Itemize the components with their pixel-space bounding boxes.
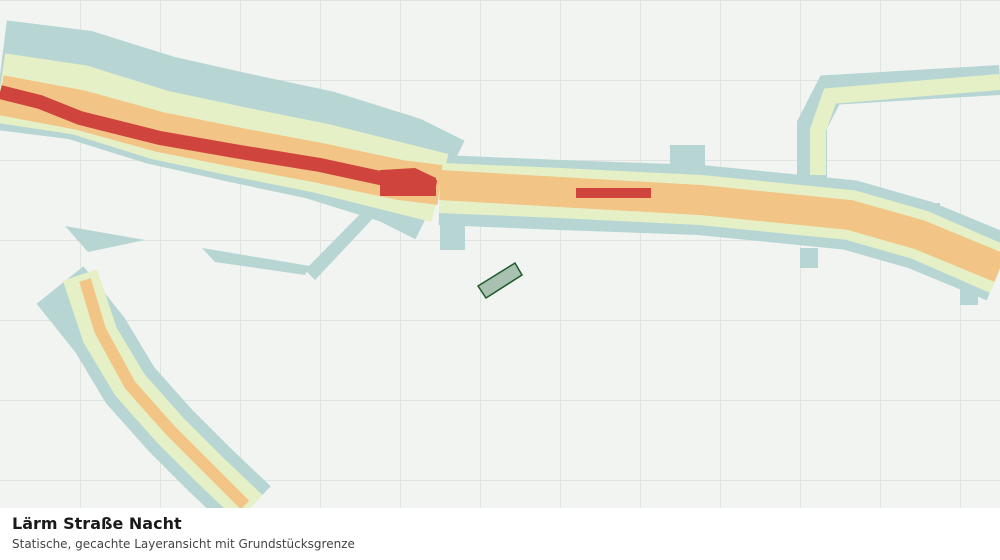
caption: Lärm Straße Nacht Statische, gecachte La… (0, 508, 1000, 560)
map-canvas (0, 0, 1000, 508)
noise-layer (0, 20, 1000, 508)
layer-title: Lärm Straße Nacht (12, 514, 182, 533)
parcel-boundary[interactable] (476, 261, 524, 300)
layer-subtitle: Statische, gecachte Layeransicht mit Gru… (12, 537, 355, 551)
